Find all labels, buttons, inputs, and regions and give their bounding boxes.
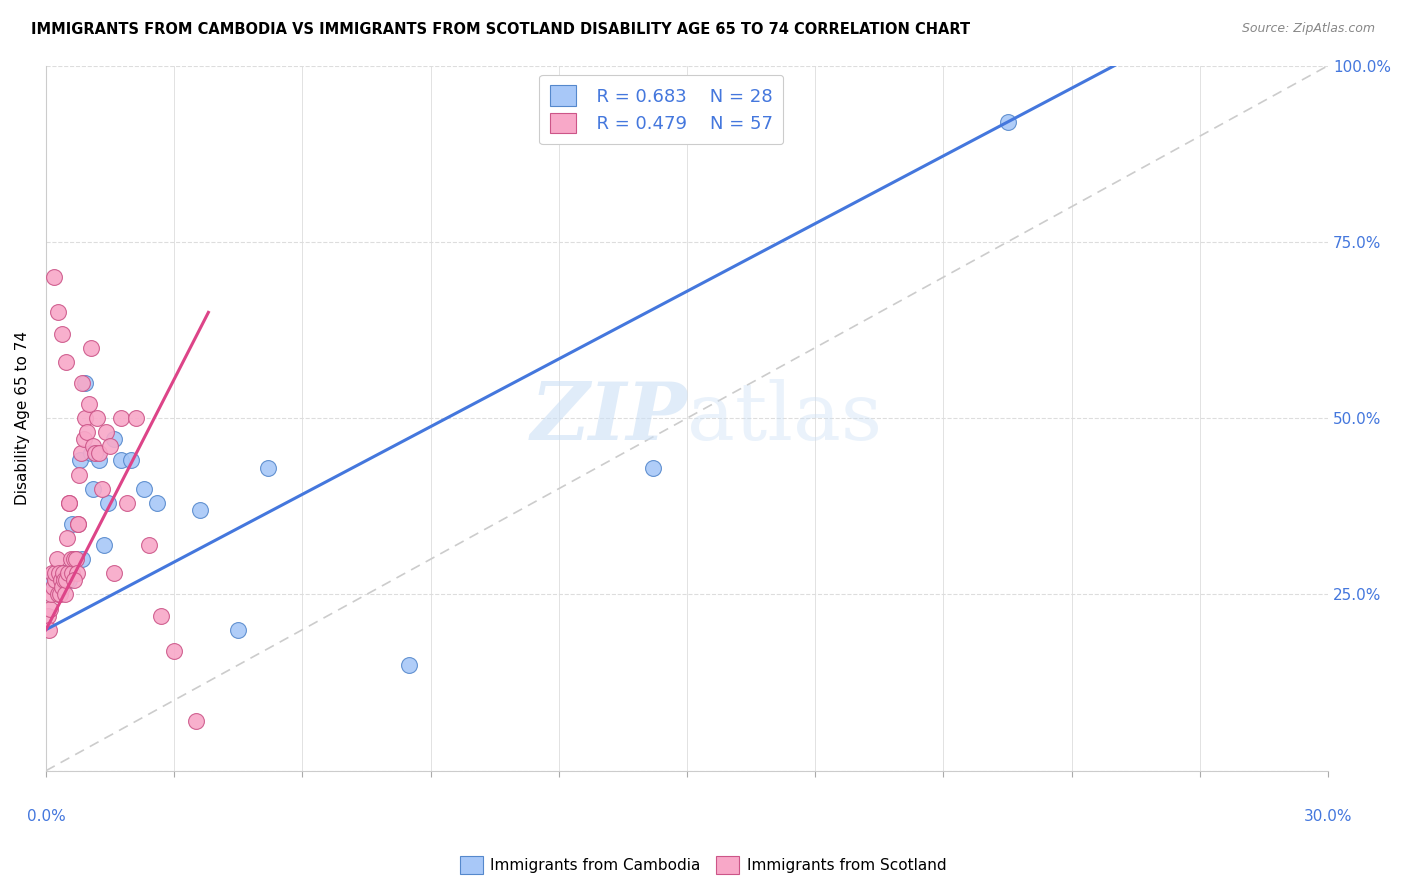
Point (46, 587, 69, 601)
Point (86, 411, 108, 425)
Point (997, 115, 1019, 129)
Point (89, 446, 111, 460)
Point (93, 538, 115, 552)
Point (56, 531, 79, 545)
Point (51, 580, 73, 594)
Point (65, 552, 87, 566)
Point (39, 587, 62, 601)
Point (73, 432, 96, 446)
Point (53, 574, 76, 588)
Point (398, 657, 420, 672)
Point (84, 446, 107, 460)
Point (98, 439, 121, 453)
Text: 0.0%: 0.0% (27, 809, 65, 824)
Point (90, 482, 112, 496)
Point (76, 425, 98, 440)
Point (53, 587, 76, 601)
Point (110, 453, 132, 467)
Point (89, 453, 111, 467)
Legend:   R = 0.683    N = 28,   R = 0.479    N = 57: R = 0.683 N = 28, R = 0.479 N = 57 (540, 75, 783, 145)
Point (115, 496, 138, 510)
Point (52, 574, 75, 588)
Point (45, 552, 67, 566)
Point (62, 552, 84, 566)
Point (103, 566, 125, 581)
Point (58, 496, 80, 510)
Point (37, 608, 59, 623)
Point (82, 439, 104, 453)
Text: atlas: atlas (688, 379, 882, 458)
Point (120, 453, 142, 467)
Point (75, 376, 97, 390)
Point (52, 566, 75, 581)
Point (48, 566, 70, 581)
Point (72, 552, 94, 566)
Point (55, 574, 77, 588)
Point (66, 516, 89, 531)
Point (58, 574, 80, 588)
Legend: Immigrants from Cambodia, Immigrants from Scotland: Immigrants from Cambodia, Immigrants fro… (454, 850, 952, 880)
Point (52, 566, 75, 581)
Point (150, 608, 173, 623)
Point (103, 432, 125, 446)
Text: Source: ZipAtlas.com: Source: ZipAtlas.com (1241, 22, 1375, 36)
Point (134, 482, 156, 496)
Point (62, 516, 84, 531)
Point (49, 574, 72, 588)
Text: ZIP: ZIP (530, 379, 688, 457)
Point (66, 566, 89, 581)
Point (51, 326, 73, 341)
Point (49, 587, 72, 601)
Point (44, 566, 66, 581)
Point (67, 467, 90, 482)
Point (257, 460, 280, 475)
Point (44, 574, 66, 588)
Y-axis label: Disability Age 65 to 74: Disability Age 65 to 74 (15, 331, 30, 505)
Point (125, 411, 148, 425)
Point (42, 580, 65, 594)
Point (42, 270, 65, 285)
Point (188, 503, 211, 517)
Point (60, 566, 83, 581)
Point (69, 453, 91, 467)
Point (65, 552, 87, 566)
Point (226, 623, 249, 637)
Point (138, 538, 160, 552)
Point (110, 411, 132, 425)
Point (80, 341, 103, 355)
Point (641, 460, 664, 475)
Point (44, 574, 66, 588)
Point (38, 623, 60, 637)
Point (58, 566, 80, 581)
Point (184, 714, 207, 729)
Point (58, 496, 80, 510)
Point (66, 516, 89, 531)
Point (46, 305, 69, 319)
Text: IMMIGRANTS FROM CAMBODIA VS IMMIGRANTS FROM SCOTLAND DISABILITY AGE 65 TO 74 COR: IMMIGRANTS FROM CAMBODIA VS IMMIGRANTS F… (31, 22, 970, 37)
Point (80, 446, 103, 460)
Point (84, 446, 107, 460)
Point (55, 355, 77, 369)
Point (70, 446, 93, 460)
Point (59, 552, 82, 566)
Point (82, 482, 104, 496)
Point (163, 644, 186, 658)
Text: 30.0%: 30.0% (1303, 809, 1353, 824)
Point (146, 496, 169, 510)
Point (77, 397, 100, 411)
Point (39, 601, 62, 615)
Point (72, 376, 94, 390)
Point (41, 574, 63, 588)
Point (94, 425, 117, 440)
Point (62, 574, 84, 588)
Point (97, 496, 120, 510)
Point (75, 411, 97, 425)
Point (48, 566, 70, 581)
Point (41, 566, 63, 581)
